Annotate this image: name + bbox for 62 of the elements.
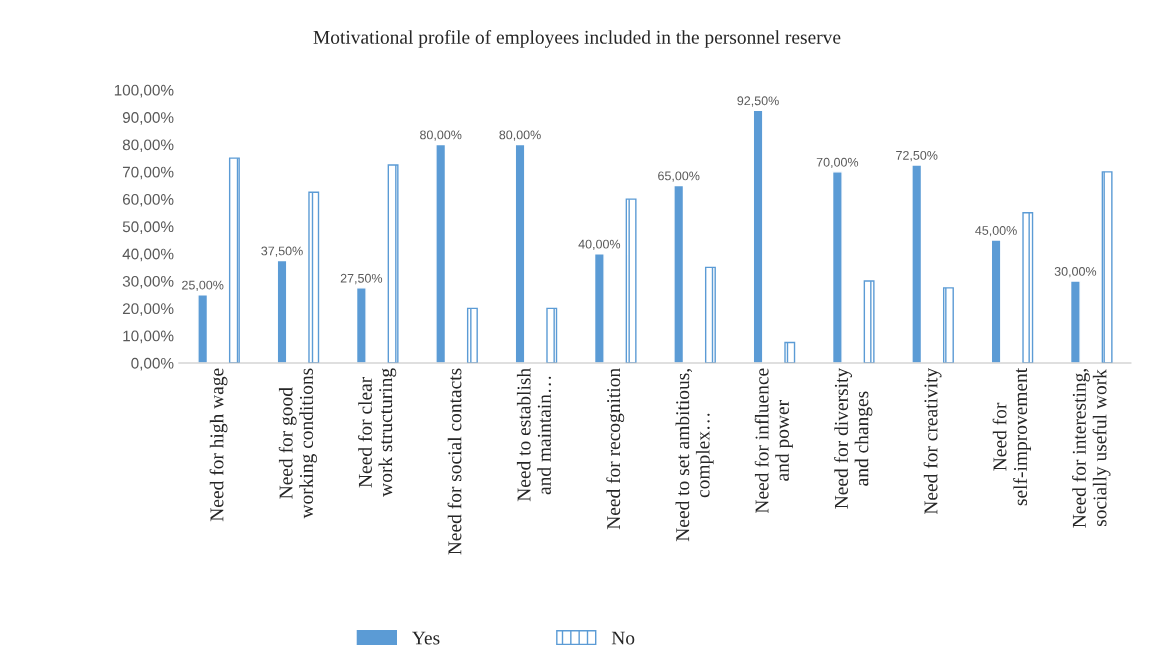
data-label: 80,00% (420, 130, 462, 141)
bar (514, 143, 526, 363)
bar (435, 143, 447, 363)
bar (784, 341, 796, 363)
x-tick-label: Need for diversity and changes (834, 367, 873, 509)
data-label: 70,00% (816, 157, 859, 169)
bar (673, 184, 685, 363)
y-tick-label: 10,00% (123, 330, 174, 344)
y-tick-label: 50,00% (122, 221, 174, 234)
x-tick-label: Need for self-improvement (992, 367, 1032, 506)
bar (276, 259, 288, 363)
y-tick-label: 40,00% (122, 248, 174, 262)
y-tick-label: 20,00% (122, 303, 174, 316)
x-tick-label: Need to establish and maintain… (516, 368, 552, 502)
x-tick-label: Need for social contacts (447, 368, 462, 555)
bar (942, 287, 954, 363)
y-tick-label: 80,00% (122, 139, 174, 153)
bar (1022, 212, 1034, 363)
bar (1101, 171, 1113, 363)
y-tick-label: 30,00% (122, 275, 174, 289)
y-tick-label: 60,00% (122, 194, 174, 207)
data-label: 30,00% (1054, 267, 1097, 278)
bar (355, 287, 367, 363)
bar (197, 294, 209, 363)
x-tick-label: Need for high wage (209, 368, 228, 522)
bar (1069, 280, 1081, 363)
y-tick-label: 0,00% (131, 357, 174, 371)
data-label: 65,00% (658, 171, 700, 182)
x-tick-label: Need for interesting, socially useful work (1072, 369, 1111, 528)
x-tick-label: Need for clear work structuring (358, 368, 397, 497)
bar (831, 171, 843, 363)
bar (752, 109, 764, 363)
data-label: 72,50% (896, 150, 938, 162)
data-label: 27,50% (340, 273, 383, 285)
legend-label: No (611, 631, 635, 645)
chart-title: Motivational profile of employees included in the personnel reserve (313, 29, 841, 48)
y-tick-label: 100,00% (114, 84, 174, 98)
data-label: 45,00% (975, 226, 1017, 237)
legend-label: Yes (412, 631, 440, 645)
x-tick-label: Need for recognition (606, 368, 625, 530)
data-label: 92,50% (737, 96, 779, 107)
bar (593, 253, 605, 363)
data-label: 40,00% (578, 239, 621, 251)
y-tick-label: 70,00% (122, 166, 174, 180)
bar (308, 191, 320, 363)
bar (704, 266, 716, 363)
bar (228, 157, 240, 363)
data-label: 37,50% (261, 246, 303, 257)
x-tick-label: Need for influence and power (754, 368, 793, 514)
bar (466, 307, 478, 363)
bar (863, 280, 875, 363)
x-tick-label: Need to set ambitious, complex… (675, 369, 714, 542)
bar (911, 164, 923, 363)
bar (625, 198, 637, 363)
bar (546, 307, 558, 363)
data-label: 25,00% (182, 280, 224, 291)
x-tick-label: Need for creativity (923, 367, 942, 515)
bar (990, 239, 1002, 363)
bar (387, 164, 399, 363)
data-label: 80,00% (499, 130, 541, 141)
y-tick-label: 90,00% (122, 112, 174, 125)
x-tick-label: Need for good working conditions (278, 368, 318, 519)
